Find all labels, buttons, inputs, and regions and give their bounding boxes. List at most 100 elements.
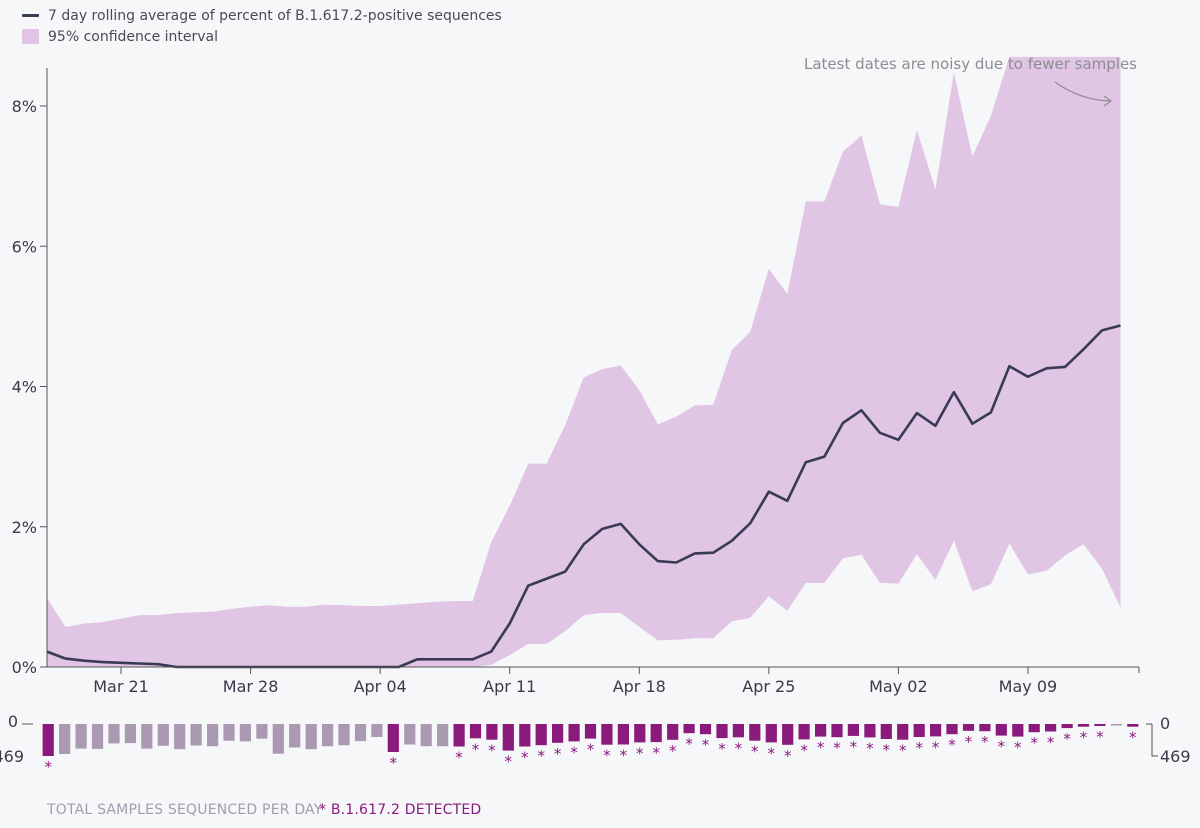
sample-bar	[667, 724, 679, 740]
sample-bar	[174, 724, 186, 750]
y-tick-label: 2%	[12, 518, 37, 537]
sample-bar	[59, 724, 71, 754]
sample-bar	[798, 724, 810, 740]
sample-bar	[108, 724, 120, 744]
samples-scale: 0 469 0 469	[0, 712, 1191, 766]
sample-bar	[256, 724, 268, 739]
sample-bar	[1045, 724, 1057, 732]
sample-bar	[387, 724, 399, 752]
sample-bar	[469, 724, 482, 739]
y-tick-label: 6%	[12, 237, 37, 256]
sample-bar	[897, 724, 909, 740]
sample-bar	[699, 724, 712, 735]
sample-bar	[568, 724, 580, 742]
detected-asterisk: *	[866, 739, 874, 757]
sample-bar	[831, 724, 843, 738]
confidence-interval-area	[47, 56, 1121, 667]
detected-asterisk: *	[883, 741, 891, 759]
bar-scale-min-right: 0	[1160, 714, 1170, 733]
detected-asterisk: *	[948, 736, 956, 754]
sample-bar	[239, 724, 251, 742]
detected-asterisk: *	[587, 741, 595, 759]
sample-bar	[847, 724, 859, 736]
detected-asterisk: *	[537, 747, 545, 765]
detected-asterisk: *	[932, 738, 940, 756]
chart-legend: 7 day rolling average of percent of B.1.…	[22, 5, 502, 47]
x-tick-label: Apr 18	[613, 677, 666, 696]
sample-bar	[157, 724, 169, 746]
sample-bar	[453, 724, 465, 747]
y-tick-label: 0%	[12, 658, 37, 677]
sample-bar	[322, 724, 334, 747]
sample-bar	[1127, 724, 1139, 727]
sample-bar	[305, 724, 317, 750]
sample-bar	[995, 724, 1007, 736]
sample-bar	[1028, 724, 1040, 733]
detected-asterisk: *	[768, 744, 776, 762]
sample-bar	[141, 724, 153, 749]
sample-bar	[91, 724, 104, 749]
x-tick-label: Mar 21	[93, 677, 149, 696]
sample-bar	[913, 724, 925, 737]
detected-asterisk: *	[1063, 730, 1071, 748]
sample-bar	[815, 724, 827, 737]
legend-line-swatch	[22, 14, 39, 17]
x-tick-label: May 09	[999, 677, 1058, 696]
sample-bar	[437, 724, 449, 747]
detected-asterisk: *	[570, 743, 578, 761]
detected-asterisk: *	[718, 740, 726, 758]
detected-asterisk: *	[554, 745, 562, 763]
y-tick-label: 8%	[12, 97, 37, 116]
bar-scale-max-right: 469	[1160, 747, 1191, 766]
detected-asterisk: *	[685, 735, 693, 753]
sample-bar	[634, 724, 646, 743]
detected-asterisk: *	[998, 738, 1006, 756]
variant-detected-label: * B.1.617.2 DETECTED	[319, 802, 482, 818]
bar-scale-min-left: 0	[8, 712, 18, 731]
sample-bar	[42, 724, 54, 756]
sample-bar	[1077, 724, 1090, 727]
detected-asterisk: *	[1080, 729, 1088, 747]
sample-bar	[930, 724, 942, 737]
sample-bar	[190, 724, 202, 746]
legend-area-swatch	[22, 29, 39, 44]
sample-bar	[75, 724, 87, 749]
sample-bar	[502, 724, 514, 751]
sample-bar	[535, 724, 547, 746]
bar-scale-max-left: 469	[0, 747, 24, 766]
detected-asterisk: *	[735, 739, 743, 757]
sample-bar	[124, 724, 136, 744]
sample-bar	[765, 724, 777, 743]
total-samples-label: TOTAL SAMPLES SEQUENCED PER DAY	[47, 802, 323, 818]
x-axis: Mar 21 Mar 28 Apr 04 Apr 11 Apr 18 Apr 25 May …	[47, 666, 1140, 696]
detected-asterisk: *	[1014, 739, 1022, 757]
x-tick-label: Apr 11	[483, 677, 536, 696]
detected-asterisk: *	[390, 754, 398, 772]
sample-bar	[880, 724, 892, 739]
legend-item-rolling-average: 7 day rolling average of percent of B.1.…	[22, 5, 502, 26]
detected-asterisk: *	[899, 742, 907, 760]
detected-asterisk: *	[1047, 734, 1055, 752]
sample-bar	[486, 724, 498, 740]
detected-asterisk: *	[850, 738, 858, 756]
detected-asterisk: *	[521, 749, 529, 767]
legend-label-confidence-interval: 95% confidence interval	[48, 28, 219, 45]
sample-bar	[946, 724, 958, 735]
bar-scale-bracket-right	[1146, 723, 1158, 757]
sample-bar	[782, 724, 794, 745]
detected-asterisk: *	[800, 741, 808, 759]
samples-bar-chart: * * * * * * * * * * * * * * * * * * * * * * * * * * * * * * * * * * * * * * * *…	[42, 724, 1139, 776]
sample-bar	[223, 724, 235, 741]
legend-label-rolling-average: 7 day rolling average of percent of B.1.…	[48, 7, 502, 24]
detected-asterisk: *	[44, 758, 52, 776]
y-axis: 0% 2% 4% 6% 8%	[12, 68, 48, 677]
x-tick-label: May 02	[869, 677, 928, 696]
sample-bar	[584, 724, 597, 739]
sample-bar	[519, 724, 531, 747]
annotation-arrow	[1054, 81, 1111, 102]
noisy-dates-annotation: Latest dates are noisy due to fewer samp…	[804, 55, 1137, 73]
sample-bar	[354, 724, 367, 742]
detected-asterisk: *	[751, 743, 759, 761]
detected-asterisk: *	[702, 736, 710, 754]
sample-bar	[864, 724, 876, 738]
